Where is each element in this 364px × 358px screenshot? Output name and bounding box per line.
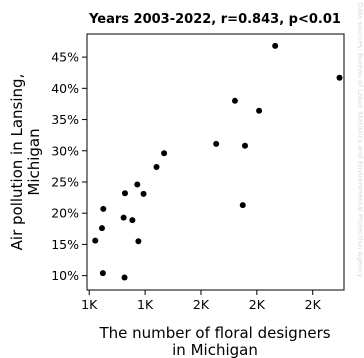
x-axis-ticks: 1K 1K 2K 2K 2K: [81, 290, 322, 312]
data-point: [241, 142, 248, 149]
data-point: [121, 274, 128, 281]
y-tick-label: 15%: [51, 237, 79, 252]
y-tick-label: 20%: [51, 206, 79, 221]
y-axis-title-line-2: Michigan: [25, 128, 43, 195]
data-point: [272, 42, 279, 49]
data-point: [129, 217, 136, 224]
data-point: [140, 190, 147, 197]
data-points: [92, 42, 343, 281]
data-point: [121, 190, 128, 197]
data-point: [161, 150, 168, 157]
data-point: [134, 181, 141, 188]
x-axis-title-line-2: in Michigan: [172, 341, 258, 358]
watermark: Data sources: Bureau of Labor Statistics…: [356, 2, 364, 277]
y-axis-ticks: 10% 15% 20% 25% 30% 35% 40% 45%: [51, 50, 87, 283]
data-point: [98, 225, 105, 232]
x-axis-title-line-1: The number of floral designers: [98, 324, 330, 342]
data-point: [153, 163, 160, 170]
x-tick-label: 1K: [81, 297, 98, 312]
y-tick-label: 10%: [51, 268, 79, 283]
data-point: [336, 74, 343, 81]
y-tick-label: 40%: [51, 81, 79, 96]
data-point: [231, 97, 238, 104]
y-tick-label: 25%: [51, 174, 79, 189]
x-tick-label: 2K: [305, 297, 322, 312]
plot-area: [86, 33, 345, 291]
data-point: [256, 107, 263, 114]
y-tick-label: 45%: [51, 50, 79, 65]
data-point: [120, 214, 127, 221]
y-tick-label: 35%: [51, 112, 79, 127]
y-tick-label: 30%: [51, 143, 79, 158]
data-point: [99, 270, 106, 277]
data-point: [213, 140, 220, 147]
data-point: [239, 202, 246, 209]
data-point: [135, 238, 142, 245]
chart-title: Years 2003-2022, r=0.843, p<0.01: [88, 12, 341, 27]
data-point: [92, 237, 99, 244]
x-tick-label: 2K: [193, 297, 210, 312]
y-axis-title-line-1: Air pollution in Lansing,: [8, 74, 26, 251]
data-point: [100, 205, 107, 212]
x-tick-label: 1K: [137, 297, 154, 312]
x-tick-label: 2K: [249, 297, 266, 312]
